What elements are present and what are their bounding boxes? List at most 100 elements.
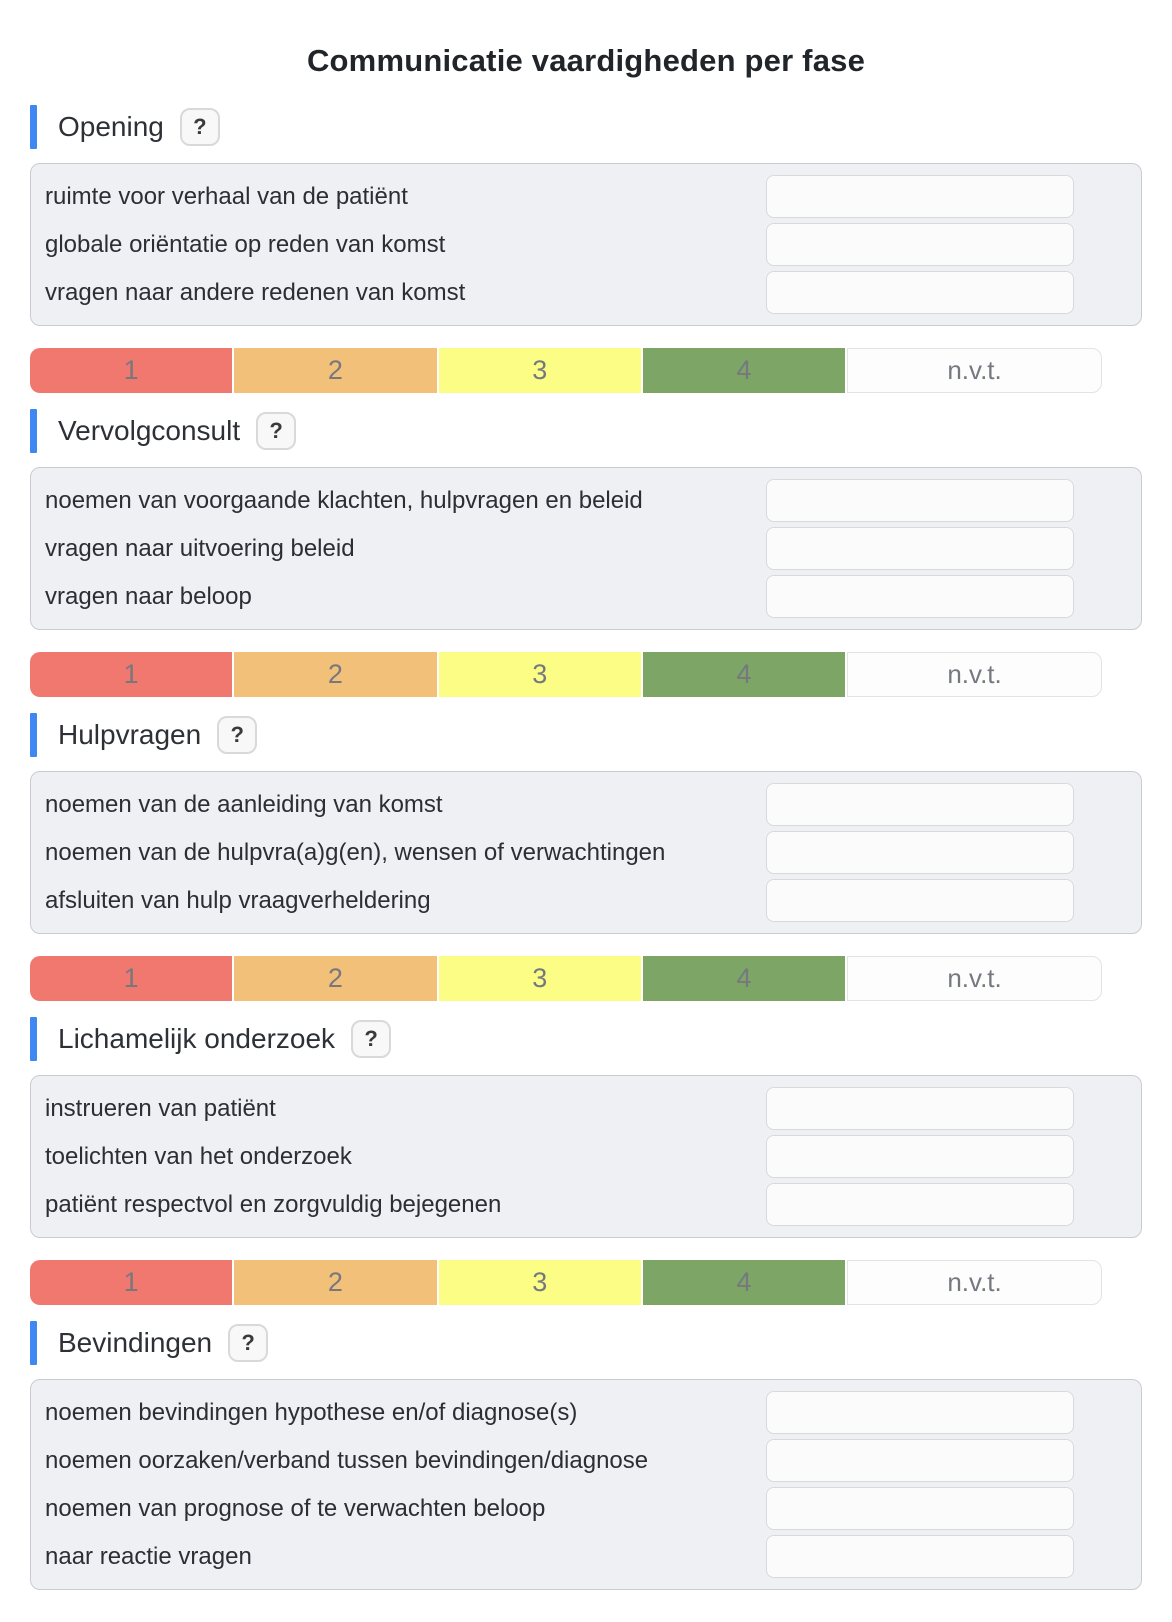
scale-option-1[interactable]: 1	[30, 348, 233, 393]
item-label: toelichten van het onderzoek	[45, 1142, 352, 1170]
item-label: noemen van prognose of te verwachten bel…	[45, 1494, 546, 1522]
item-label: ruimte voor verhaal van de patiënt	[45, 182, 408, 210]
item-label: instrueren van patiënt	[45, 1094, 276, 1122]
section: Opening ? ruimte voor verhaal van de pat…	[30, 105, 1142, 393]
score-input[interactable]	[766, 1087, 1074, 1130]
score-input[interactable]	[766, 223, 1074, 266]
sections-container: Opening ? ruimte voor verhaal van de pat…	[30, 105, 1142, 1590]
scale-option-nvt[interactable]: n.v.t.	[847, 1260, 1102, 1305]
section-panel: ruimte voor verhaal van de patiënt globa…	[30, 163, 1142, 326]
help-button[interactable]: ?	[217, 716, 258, 754]
help-button[interactable]: ?	[256, 412, 297, 450]
section: Lichamelijk onderzoek ? instrueren van p…	[30, 1017, 1142, 1305]
section-title: Bevindingen	[58, 1327, 213, 1358]
rating-scale: 1 2 3 4 n.v.t.	[30, 348, 1102, 393]
item-label: noemen oorzaken/verband tussen bevinding…	[45, 1446, 649, 1474]
scale-option-1[interactable]: 1	[30, 652, 233, 697]
section: Hulpvragen ? noemen van de aanleiding va…	[30, 713, 1142, 1001]
item-row: noemen oorzaken/verband tussen bevinding…	[45, 1439, 1127, 1482]
item-row: toelichten van het onderzoek	[45, 1135, 1127, 1178]
item-label: noemen bevindingen hypothese en/of diagn…	[45, 1398, 578, 1426]
item-label: noemen van de hulpvra(a)g(en), wensen of…	[45, 838, 666, 866]
item-row: vragen naar beloop	[45, 575, 1127, 618]
section: Bevindingen ? noemen bevindingen hypothe…	[30, 1321, 1142, 1590]
item-label: noemen van de aanleiding van komst	[45, 790, 443, 818]
section-panel: noemen van de aanleiding van komst noeme…	[30, 771, 1142, 934]
section-panel: noemen bevindingen hypothese en/of diagn…	[30, 1379, 1142, 1590]
page-title: Communicatie vaardigheden per fase	[306, 43, 866, 78]
scale-option-4[interactable]: 4	[642, 1260, 846, 1305]
item-label: vragen naar uitvoering beleid	[45, 534, 355, 562]
score-input[interactable]	[766, 479, 1074, 522]
section: Vervolgconsult ? noemen van voorgaande k…	[30, 409, 1142, 697]
item-row: globale oriëntatie op reden van komst	[45, 223, 1127, 266]
scale-option-4[interactable]: 4	[642, 652, 846, 697]
scale-option-3[interactable]: 3	[438, 652, 641, 697]
rating-scale: 1 2 3 4 n.v.t.	[30, 1260, 1102, 1305]
scale-option-2[interactable]: 2	[234, 652, 437, 697]
section-panel: instrueren van patiënt toelichten van he…	[30, 1075, 1142, 1238]
item-row: noemen van prognose of te verwachten bel…	[45, 1487, 1127, 1530]
help-button[interactable]: ?	[228, 1324, 269, 1362]
section-accent-bar	[30, 1321, 37, 1365]
scale-option-nvt[interactable]: n.v.t.	[847, 652, 1102, 697]
scale-option-4[interactable]: 4	[642, 348, 846, 393]
help-button[interactable]: ?	[351, 1020, 392, 1058]
section-accent-bar	[30, 713, 37, 757]
item-label: noemen van voorgaande klachten, hulpvrag…	[45, 486, 643, 514]
score-input[interactable]	[766, 1439, 1074, 1482]
scale-option-2[interactable]: 2	[234, 348, 437, 393]
item-row: afsluiten van hulp vraagverheldering	[45, 879, 1127, 922]
scale-option-2[interactable]: 2	[234, 1260, 437, 1305]
scale-option-3[interactable]: 3	[438, 1260, 641, 1305]
item-row: noemen van de aanleiding van komst	[45, 783, 1127, 826]
item-label: globale oriëntatie op reden van komst	[45, 230, 446, 258]
scale-option-nvt[interactable]: n.v.t.	[847, 956, 1102, 1001]
scale-option-1[interactable]: 1	[30, 1260, 233, 1305]
score-input[interactable]	[766, 783, 1074, 826]
score-input[interactable]	[766, 1391, 1074, 1434]
scale-option-4[interactable]: 4	[642, 956, 846, 1001]
section-panel: noemen van voorgaande klachten, hulpvrag…	[30, 467, 1142, 630]
rating-scale: 1 2 3 4 n.v.t.	[30, 956, 1102, 1001]
section-header: Lichamelijk onderzoek ?	[30, 1017, 1142, 1061]
section-header: Bevindingen ?	[30, 1321, 1142, 1365]
item-row: noemen van de hulpvra(a)g(en), wensen of…	[45, 831, 1127, 874]
score-input[interactable]	[766, 1535, 1074, 1578]
section-title: Vervolgconsult	[58, 415, 241, 446]
section-title: Lichamelijk onderzoek	[58, 1023, 336, 1054]
score-input[interactable]	[766, 527, 1074, 570]
section-header: Hulpvragen ?	[30, 713, 1142, 757]
section-accent-bar	[30, 1017, 37, 1061]
score-input[interactable]	[766, 1487, 1074, 1530]
score-input[interactable]	[766, 879, 1074, 922]
item-row: instrueren van patiënt	[45, 1087, 1127, 1130]
rating-scale: 1 2 3 4 n.v.t.	[30, 652, 1102, 697]
scale-option-1[interactable]: 1	[30, 956, 233, 1001]
score-input[interactable]	[766, 1135, 1074, 1178]
scale-option-nvt[interactable]: n.v.t.	[847, 348, 1102, 393]
item-label: patiënt respectvol en zorgvuldig bejegen…	[45, 1190, 502, 1218]
item-row: naar reactie vragen	[45, 1535, 1127, 1578]
item-row: noemen van voorgaande klachten, hulpvrag…	[45, 479, 1127, 522]
item-label: vragen naar beloop	[45, 582, 252, 610]
section-accent-bar	[30, 409, 37, 453]
item-row: patiënt respectvol en zorgvuldig bejegen…	[45, 1183, 1127, 1226]
score-input[interactable]	[766, 831, 1074, 874]
score-input[interactable]	[766, 175, 1074, 218]
item-label: naar reactie vragen	[45, 1542, 252, 1570]
section-title: Hulpvragen	[58, 719, 202, 750]
scale-option-2[interactable]: 2	[234, 956, 437, 1001]
score-input[interactable]	[766, 575, 1074, 618]
scale-option-3[interactable]: 3	[438, 348, 641, 393]
help-button[interactable]: ?	[179, 108, 220, 146]
item-row: noemen bevindingen hypothese en/of diagn…	[45, 1391, 1127, 1434]
scale-option-3[interactable]: 3	[438, 956, 641, 1001]
section-header: Opening ?	[30, 105, 1142, 149]
score-input[interactable]	[766, 1183, 1074, 1226]
section-title: Opening	[58, 111, 164, 142]
item-row: vragen naar uitvoering beleid	[45, 527, 1127, 570]
item-label: afsluiten van hulp vraagverheldering	[45, 886, 431, 914]
score-input[interactable]	[766, 271, 1074, 314]
